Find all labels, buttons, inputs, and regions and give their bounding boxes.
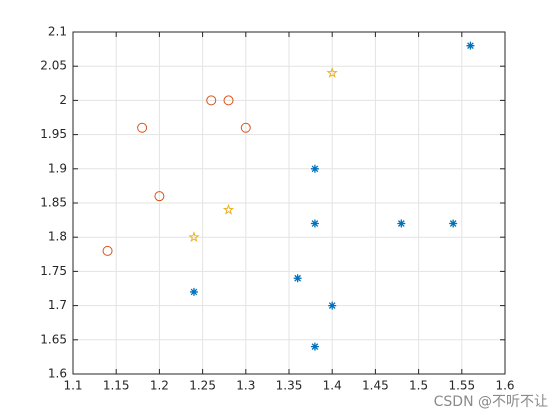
y-tick-label: 1.8 [48, 230, 67, 244]
point [222, 203, 235, 215]
x-tick-label: 1.3 [236, 379, 255, 393]
point [223, 95, 234, 106]
x-tick-label: 1.5 [409, 379, 428, 393]
point [154, 191, 165, 202]
point [466, 41, 475, 50]
plot-frame [72, 31, 506, 375]
point [310, 342, 319, 351]
point [102, 245, 113, 256]
watermark: CSDN @不听不让 [434, 394, 548, 410]
point [449, 219, 458, 228]
y-tick-label: 2.1 [48, 25, 67, 39]
point [310, 219, 319, 228]
point [206, 95, 217, 106]
y-tick-label: 1.75 [40, 264, 67, 278]
point [397, 219, 406, 228]
y-tick-label: 2 [59, 93, 67, 107]
x-tick-label: 1.2 [150, 379, 169, 393]
y-tick-label: 1.95 [40, 127, 67, 141]
y-tick-label: 1.85 [40, 196, 67, 210]
point [188, 231, 200, 243]
y-tick-label: 1.65 [40, 332, 67, 346]
point [137, 122, 148, 133]
x-tick-label: 1.35 [276, 379, 303, 393]
x-tick-label: 1.4 [323, 379, 342, 393]
y-tick-label: 1.9 [48, 161, 67, 175]
point [240, 122, 251, 133]
point [328, 301, 337, 310]
x-tick-label: 1.45 [362, 379, 389, 393]
y-tick-label: 1.6 [48, 367, 67, 381]
point [326, 67, 338, 78]
y-tick-label: 1.7 [48, 298, 67, 312]
x-tick-label: 1.1 [63, 379, 82, 393]
y-tick-label: 2.05 [40, 59, 67, 73]
x-tick-label: 1.6 [495, 379, 514, 393]
x-tick-label: 1.25 [189, 379, 216, 393]
point [293, 274, 302, 283]
point [310, 164, 319, 173]
x-tick-label: 1.55 [448, 379, 475, 393]
point [189, 287, 198, 296]
x-tick-label: 1.15 [103, 379, 130, 393]
